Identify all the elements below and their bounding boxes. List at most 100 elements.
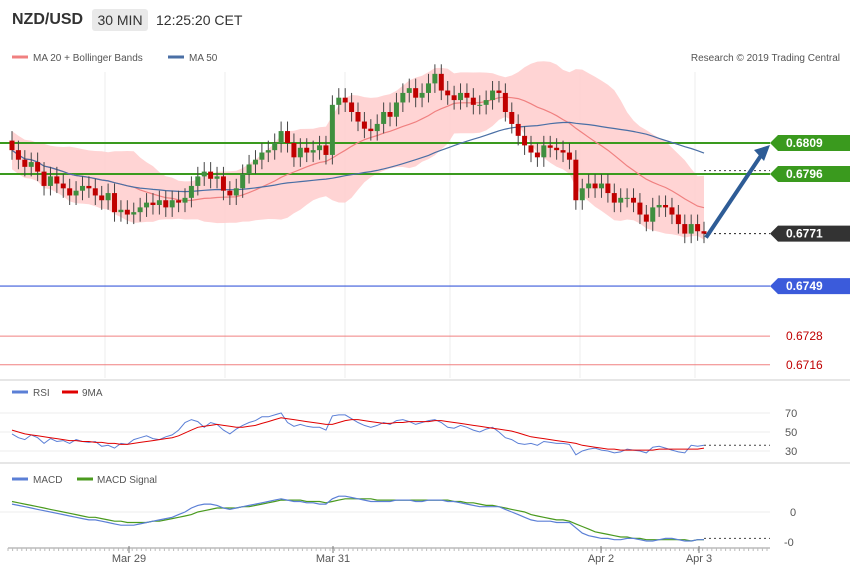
candle-body	[182, 197, 188, 203]
time-tick-label: Apr 3	[686, 553, 712, 565]
candle-body	[86, 185, 92, 189]
candle-body	[227, 190, 233, 196]
candle-body	[483, 100, 489, 105]
candle-body	[163, 200, 169, 208]
candle-body	[105, 193, 111, 201]
candle-body	[387, 112, 393, 117]
moving-averages	[11, 96, 705, 209]
candle-body	[317, 145, 323, 151]
candle-body	[79, 185, 85, 191]
symbol-label: NZD/USD	[12, 11, 84, 28]
candle-body	[598, 183, 604, 189]
candle-body	[99, 195, 105, 201]
candle-body	[374, 123, 380, 132]
candle-body	[214, 176, 220, 179]
candle-body	[355, 112, 361, 122]
candle-body	[663, 205, 669, 208]
rsi-ytick: 70	[785, 408, 797, 420]
candle-body	[208, 171, 214, 179]
bollinger-band-area	[12, 61, 704, 240]
candle-body	[381, 112, 387, 124]
time-label: 12:25:20 CET	[156, 12, 243, 28]
ma50-line	[11, 121, 705, 193]
macd-panel	[0, 495, 770, 542]
time-axis: Mar 29 Mar 31 Apr 2 Apr 3	[7, 546, 770, 565]
candle-body	[304, 147, 310, 153]
candle-body	[560, 150, 566, 153]
candle-body	[169, 200, 175, 208]
candle-body	[329, 104, 335, 155]
candle-body	[291, 143, 297, 158]
candle-body	[637, 202, 643, 215]
projection-arrow	[704, 152, 764, 239]
candle-body	[502, 92, 508, 112]
candle-body	[265, 150, 271, 153]
candle-body	[28, 162, 34, 167]
candle-body	[656, 205, 662, 208]
candle-body	[470, 97, 476, 105]
level-badge	[770, 166, 850, 182]
candle-body	[41, 171, 47, 186]
candle-body	[195, 176, 201, 186]
candle-body	[22, 159, 28, 167]
candle-body	[252, 159, 258, 165]
candle-body	[400, 92, 406, 103]
candle-body	[112, 193, 118, 213]
candle-body	[554, 147, 560, 151]
candle-body	[541, 145, 547, 158]
candle-body	[285, 131, 291, 143]
candle-body	[150, 202, 156, 205]
candle-body	[393, 102, 399, 117]
macd-legend-label: MACD	[33, 475, 62, 486]
candle-body	[47, 176, 53, 186]
time-tick-label: Mar 29	[112, 553, 146, 565]
time-tick-label: Apr 2	[588, 553, 614, 565]
macd-legend: MACD MACD Signal	[12, 475, 157, 486]
candle-body	[611, 193, 617, 203]
candle-body	[272, 143, 278, 151]
candle-body	[342, 97, 348, 103]
candle-body	[675, 214, 681, 225]
candle-body	[425, 83, 431, 93]
candle-body	[54, 176, 60, 184]
candle-body	[297, 147, 303, 158]
candle-body	[336, 97, 342, 105]
candle-body	[156, 200, 162, 205]
level-badge	[770, 225, 850, 242]
candle-body	[67, 188, 73, 196]
candle-body	[496, 90, 502, 93]
main-legend: MA 20 + Bollinger Bands MA 50 Research ©…	[12, 53, 840, 64]
candle-body	[201, 171, 207, 177]
candle-body	[246, 164, 252, 174]
candle-body	[233, 188, 239, 196]
candle-body	[131, 212, 137, 215]
candle-body	[419, 92, 425, 98]
candle-body	[458, 92, 464, 101]
rsi-ytick: 50	[785, 427, 797, 439]
candle-body	[240, 174, 246, 189]
candle-body	[432, 73, 438, 84]
rsi-legend-label: RSI	[33, 388, 50, 399]
candle-body	[579, 188, 585, 201]
macd-line	[11, 495, 704, 542]
level-labels: 0.6809 0.6796 0.6771 0.6749 0.6728 0.6716	[704, 135, 850, 372]
candle-body	[624, 197, 630, 199]
candle-body	[650, 207, 656, 222]
candle-body	[406, 88, 412, 93]
timeframe-badge[interactable]: 30 MIN	[92, 9, 148, 31]
level-label: 0.6749	[786, 279, 823, 293]
candle-body	[573, 159, 579, 201]
candle-body	[413, 88, 419, 98]
candle-body	[522, 135, 528, 146]
level-label: 0.6728	[786, 329, 823, 343]
candle-body	[445, 90, 451, 96]
candle-body	[220, 176, 226, 191]
candle-body	[188, 185, 194, 198]
projection-arrow-head	[754, 145, 770, 161]
candle-body	[124, 209, 130, 215]
candle-body	[60, 183, 66, 189]
candle-body	[259, 152, 265, 160]
level-label: 0.6716	[786, 358, 823, 372]
candle-body	[592, 183, 598, 189]
